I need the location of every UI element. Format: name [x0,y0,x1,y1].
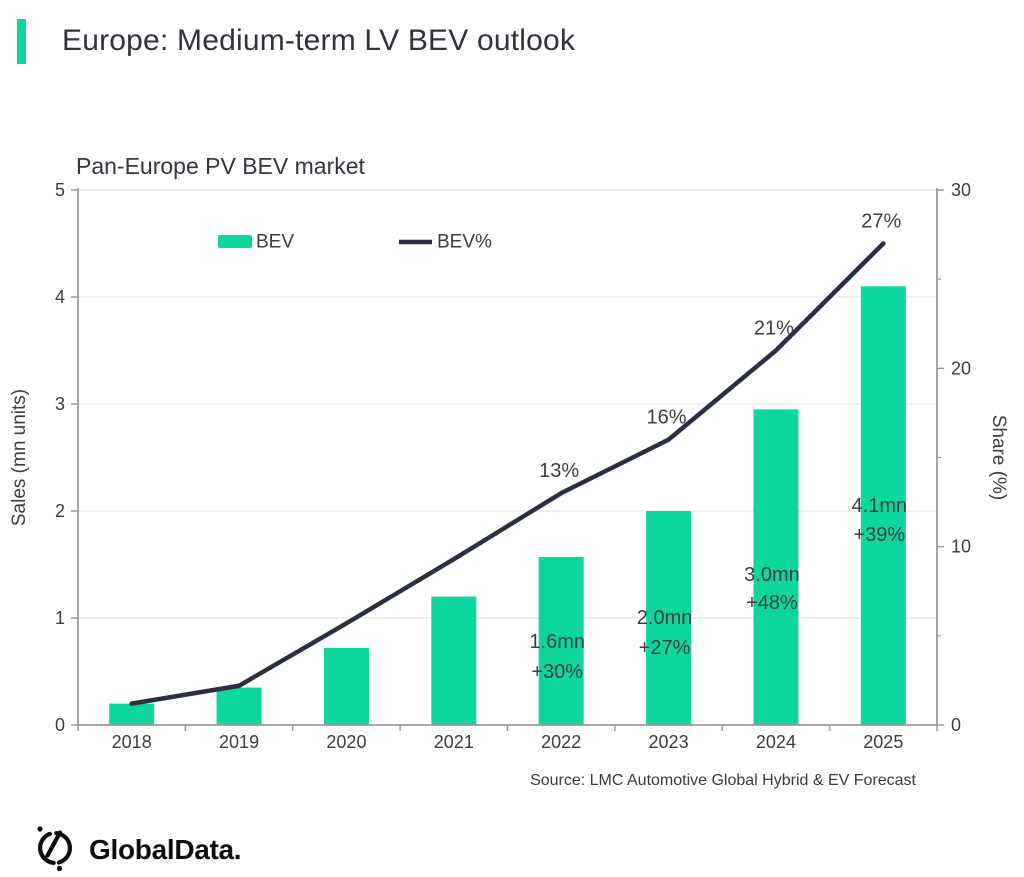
x-tick-label-2021: 2021 [434,732,474,752]
line-label-2022: 13% [539,460,579,482]
x-tick-label-2024: 2024 [756,732,796,752]
bar-2024 [753,409,799,725]
right-axis-title: Share (%) [988,415,1009,501]
globaldata-logo-icon [33,824,79,877]
bar-label-2023: +27% [639,637,691,659]
bar-label-2024: +48% [746,592,798,614]
globaldata-logo-text: GlobalData. [89,834,242,865]
x-tick-label-2023: 2023 [649,732,689,752]
right-axis-tick-label: 20 [951,358,971,378]
x-tick-label-2020: 2020 [326,732,366,752]
line-label-2023: 16% [647,407,687,429]
legend-label-bev%: BEV% [437,232,492,253]
left-axis-tick-label: 5 [55,180,65,200]
title-accent-bar [17,19,26,64]
page-title: Europe: Medium-term LV BEV outlook [62,24,576,57]
x-tick-label-2018: 2018 [112,732,152,752]
left-axis-tick-label: 1 [55,608,65,628]
line-label-2024: 21% [754,318,794,340]
right-axis-tick-label: 10 [951,537,971,557]
x-tick-label-2022: 2022 [541,732,581,752]
left-axis-title: Sales (mn units) [9,389,30,526]
bar-label-2024: 3.0mn [744,564,800,586]
bar-label-2022: +30% [531,661,583,683]
left-axis-tick-label: 3 [55,394,65,414]
bar-2025 [860,286,906,725]
bev-share-line [129,241,886,706]
source-note: Source: LMC Automotive Global Hybrid & E… [530,772,916,789]
bar-2021 [431,596,477,725]
legend-label-bev: BEV [256,232,294,253]
x-tick-label-2019: 2019 [219,732,259,752]
right-axis-tick-label: 30 [951,180,971,200]
bev-combo-chart: 0 1 2 3 4 5 0 10 20 30 2018 2019 2020 2021 2022 2023 202… [9,180,1009,752]
legend-swatch-bar [218,235,252,248]
bar-label-2023: 2.0mn [637,607,693,629]
bar-label-2022: 1.6mn [529,631,585,653]
left-axis-tick-label: 0 [55,715,65,735]
page-footer: GlobalData. [33,824,242,877]
chart-title: Pan-Europe PV BEV market [76,153,365,179]
x-tick-label-2025: 2025 [863,732,903,752]
bar-2022 [538,557,584,725]
bar-label-2025: 4.1mn [852,495,908,517]
left-axis-tick-label: 2 [55,501,65,521]
bar-2023 [646,511,692,725]
left-axis-tick-label: 4 [55,287,65,307]
line-label-2025: 27% [861,211,901,233]
bar-2020 [323,647,369,725]
bar-2018 [109,703,155,725]
right-axis-tick-label: 0 [951,715,961,735]
bar-2019 [216,687,262,725]
bar-label-2025: +39% [853,524,905,546]
